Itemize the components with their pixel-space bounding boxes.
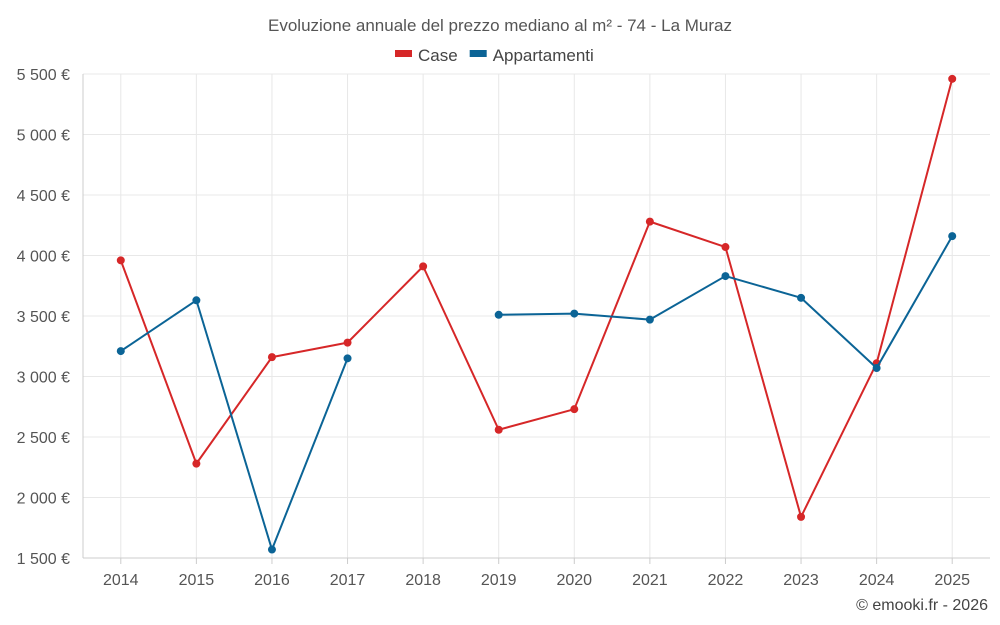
y-tick-label: 2 500 €	[17, 430, 70, 447]
data-point[interactable]	[645, 217, 654, 226]
data-point[interactable]	[948, 232, 957, 241]
y-tick-label: 4 500 €	[17, 188, 70, 205]
x-tick-label: 2015	[179, 572, 215, 589]
data-point[interactable]	[343, 354, 352, 363]
data-point[interactable]	[419, 262, 428, 271]
x-tick-label: 2018	[405, 572, 441, 589]
series-line	[119, 78, 954, 518]
y-tick-label: 1 500 €	[17, 551, 70, 568]
credit-text: © emooki.fr - 2026	[856, 597, 988, 614]
y-tick-label: 3 500 €	[17, 309, 70, 326]
data-point[interactable]	[570, 405, 579, 414]
x-tick-label: 2024	[859, 572, 895, 589]
y-tick-label: 2 000 €	[17, 491, 70, 508]
data-point[interactable]	[116, 256, 125, 265]
y-tick-label: 4 000 €	[17, 249, 70, 266]
x-tick-label: 2020	[556, 572, 592, 589]
legend-swatch	[469, 50, 487, 57]
data-point[interactable]	[797, 293, 806, 302]
legend: Case Appartamenti	[395, 46, 594, 65]
data-point[interactable]	[267, 353, 276, 362]
x-tick-label: 2014	[103, 572, 139, 589]
data-point[interactable]	[192, 459, 201, 468]
data-point[interactable]	[721, 243, 730, 252]
y-tick-label: 5 000 €	[17, 128, 70, 145]
data-point[interactable]	[116, 347, 125, 356]
data-point[interactable]	[494, 310, 503, 319]
x-tick-label: 2016	[254, 572, 290, 589]
axes: 1 500 € 2 000 € 2 500 € 3 000 € 3 500 € 4 000…	[17, 67, 990, 589]
series-appartamenti	[116, 232, 957, 554]
x-tick-label: 2025	[934, 572, 970, 589]
x-tick-label: 2022	[708, 572, 744, 589]
series	[116, 74, 957, 554]
chart-title: Evoluzione annuale del prezzo mediano al…	[268, 16, 732, 35]
grid	[83, 73, 990, 559]
series-case	[116, 74, 957, 521]
legend-swatch	[395, 50, 412, 57]
data-point[interactable]	[645, 315, 654, 324]
data-point[interactable]	[494, 425, 503, 434]
data-point[interactable]	[797, 512, 806, 521]
x-tick-label: 2023	[783, 572, 819, 589]
data-point[interactable]	[343, 338, 352, 347]
legend-label[interactable]: Case	[418, 46, 458, 65]
legend-label[interactable]: Appartamenti	[493, 46, 594, 65]
x-tick-label: 2017	[330, 572, 366, 589]
y-tick-label: 5 500 €	[17, 67, 70, 84]
x-tick-label: 2019	[481, 572, 517, 589]
data-point[interactable]	[721, 272, 730, 281]
data-point[interactable]	[192, 296, 201, 305]
series-line	[120, 299, 349, 551]
x-tick-label: 2021	[632, 572, 668, 589]
data-point[interactable]	[570, 309, 579, 318]
data-point[interactable]	[948, 74, 957, 83]
data-point[interactable]	[872, 364, 881, 373]
data-point[interactable]	[267, 545, 276, 554]
y-tick-label: 3 000 €	[17, 370, 70, 387]
